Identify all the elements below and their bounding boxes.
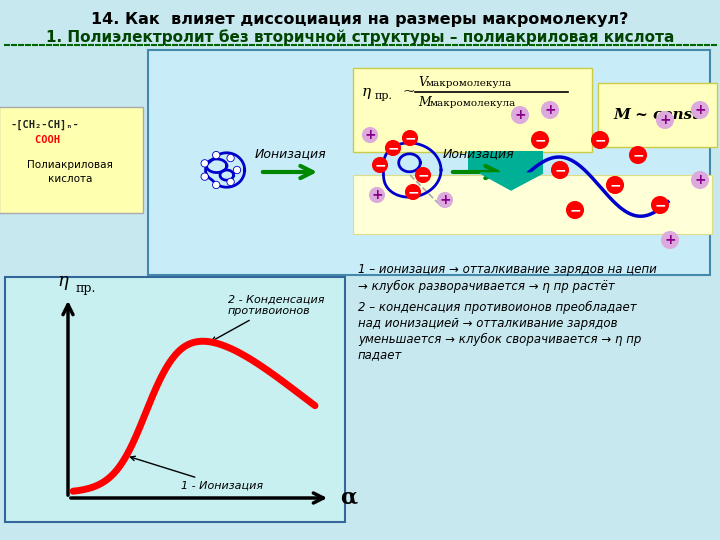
Text: уменьшается → клубок сворачивается → η пр: уменьшается → клубок сворачивается → η п… [358,333,642,346]
Circle shape [386,141,400,155]
Text: Ионизация: Ионизация [254,147,326,160]
Text: падает: падает [358,348,402,361]
Circle shape [692,172,708,188]
Text: Ионизация: Ионизация [442,147,514,160]
FancyBboxPatch shape [5,277,345,522]
Circle shape [552,162,568,178]
Text: −: − [534,133,546,147]
Text: макромолекула: макромолекула [426,79,512,89]
Circle shape [592,132,608,148]
Text: 14. Как  влияет диссоциация на размеры макромолекул?: 14. Как влияет диссоциация на размеры ма… [91,12,629,27]
Text: над ионизацией → отталкивание зарядов: над ионизацией → отталкивание зарядов [358,316,618,329]
Text: 1 – ионизация → отталкивание зарядов на цепи: 1 – ионизация → отталкивание зарядов на … [358,264,657,276]
Text: +: + [660,113,671,127]
Circle shape [214,152,219,158]
Text: −: − [374,158,386,172]
Circle shape [228,154,234,161]
Circle shape [202,173,208,180]
Circle shape [233,167,240,173]
Text: пр.: пр. [76,282,96,295]
Text: +: + [372,188,383,202]
Circle shape [373,158,387,172]
Circle shape [213,152,220,158]
Text: −: − [654,198,666,212]
Circle shape [630,147,646,163]
Circle shape [213,181,220,188]
Text: η: η [58,272,68,290]
Circle shape [657,112,673,128]
Text: −: − [632,148,644,162]
Text: → клубок разворачивается → η пр растёт: → клубок разворачивается → η пр растёт [358,280,615,293]
Circle shape [202,161,207,166]
FancyBboxPatch shape [353,68,592,152]
Circle shape [662,232,678,248]
Polygon shape [480,173,543,190]
Circle shape [532,132,548,148]
Text: M ~ const: M ~ const [614,108,700,122]
Text: пр.: пр. [375,91,393,101]
Text: ~: ~ [398,85,420,99]
Text: кислота: кислота [48,174,92,184]
Circle shape [542,102,558,118]
Text: Полиакриловая: Полиакриловая [27,160,113,170]
Circle shape [567,202,583,218]
Circle shape [438,193,452,207]
Circle shape [652,197,668,213]
Text: −: − [387,141,399,155]
Circle shape [235,167,240,173]
Text: −: − [408,185,419,199]
Text: макромолекула: макромолекула [430,99,516,109]
Text: +: + [694,103,706,117]
Circle shape [607,177,623,193]
Text: α: α [340,487,357,509]
Circle shape [202,174,207,179]
Text: 2 – конденсация противоионов преобладает: 2 – конденсация противоионов преобладает [358,300,636,314]
Text: +: + [364,128,376,142]
Text: 2 - Конденсация
противоионов: 2 - Конденсация противоионов [212,295,325,341]
Circle shape [363,128,377,142]
Text: −: − [570,203,581,217]
Circle shape [228,179,234,185]
FancyBboxPatch shape [468,151,543,173]
Text: η: η [362,85,371,99]
FancyBboxPatch shape [0,107,143,213]
Circle shape [512,107,528,123]
Text: +: + [664,233,676,247]
Text: −: − [594,133,606,147]
Text: −: − [554,163,566,177]
Circle shape [202,160,208,167]
Circle shape [406,185,420,199]
Circle shape [416,168,430,182]
FancyBboxPatch shape [148,50,710,275]
Text: +: + [439,193,451,207]
Text: 1 - Ионизация: 1 - Ионизация [130,456,264,491]
Circle shape [214,183,219,187]
Text: +: + [514,108,526,122]
Text: −: − [609,178,621,192]
Text: +: + [544,103,556,117]
Text: −: − [404,131,416,145]
Circle shape [403,131,417,145]
Text: COOH: COOH [10,135,60,145]
Text: V: V [418,76,427,89]
Text: -[CH₂-CH]ₙ-: -[CH₂-CH]ₙ- [10,120,78,130]
Circle shape [228,179,233,185]
Circle shape [228,156,233,160]
Text: 1. Полиэлектролит без вторичной структуры – полиакриловая кислота: 1. Полиэлектролит без вторичной структур… [46,29,674,45]
Text: M: M [418,96,431,109]
Text: −: − [417,168,429,182]
Text: +: + [694,173,706,187]
Circle shape [370,188,384,202]
FancyBboxPatch shape [598,83,717,147]
FancyBboxPatch shape [353,175,712,234]
Circle shape [692,102,708,118]
